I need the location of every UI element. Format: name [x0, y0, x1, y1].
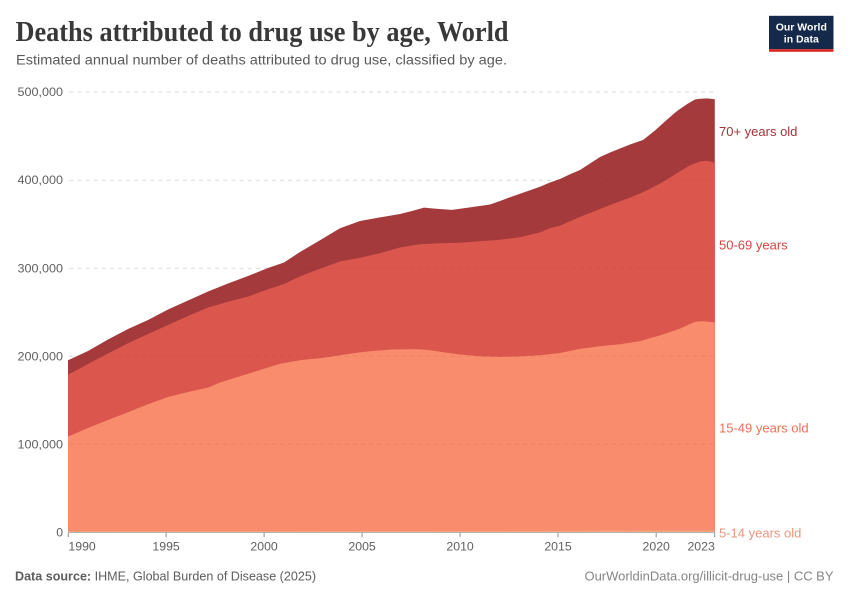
- svg-text:500,000: 500,000: [18, 85, 64, 99]
- svg-text:2005: 2005: [348, 539, 376, 553]
- svg-text:2023: 2023: [687, 539, 715, 553]
- svg-text:2015: 2015: [544, 539, 572, 553]
- svg-text:2020: 2020: [643, 539, 671, 553]
- svg-text:50-69 years: 50-69 years: [719, 237, 788, 252]
- svg-text:1995: 1995: [152, 539, 180, 553]
- svg-text:Estimated annual number of dea: Estimated annual number of deaths attrib…: [16, 53, 507, 69]
- svg-text:5-14 years old: 5-14 years old: [719, 525, 801, 540]
- svg-text:Deaths attributed to drug use: Deaths attributed to drug use by age, Wo…: [16, 17, 509, 48]
- svg-text:2010: 2010: [446, 539, 474, 553]
- svg-text:OurWorldinData.org/illicit-dru: OurWorldinData.org/illicit-drug-use | CC…: [585, 570, 835, 584]
- svg-text:70+ years old: 70+ years old: [719, 124, 797, 139]
- svg-text:200,000: 200,000: [18, 349, 64, 363]
- svg-text:Data source: IHME, Global Burd: Data source: IHME, Global Burden of Dise…: [15, 570, 316, 584]
- svg-text:1990: 1990: [68, 539, 96, 553]
- svg-text:in Data: in Data: [784, 34, 819, 46]
- svg-text:2000: 2000: [250, 539, 278, 553]
- svg-text:300,000: 300,000: [18, 261, 64, 275]
- svg-text:15-49 years old: 15-49 years old: [719, 421, 809, 436]
- svg-text:400,000: 400,000: [18, 173, 64, 187]
- svg-text:100,000: 100,000: [18, 437, 64, 451]
- svg-text:Our World: Our World: [776, 22, 827, 34]
- svg-text:0: 0: [56, 525, 63, 539]
